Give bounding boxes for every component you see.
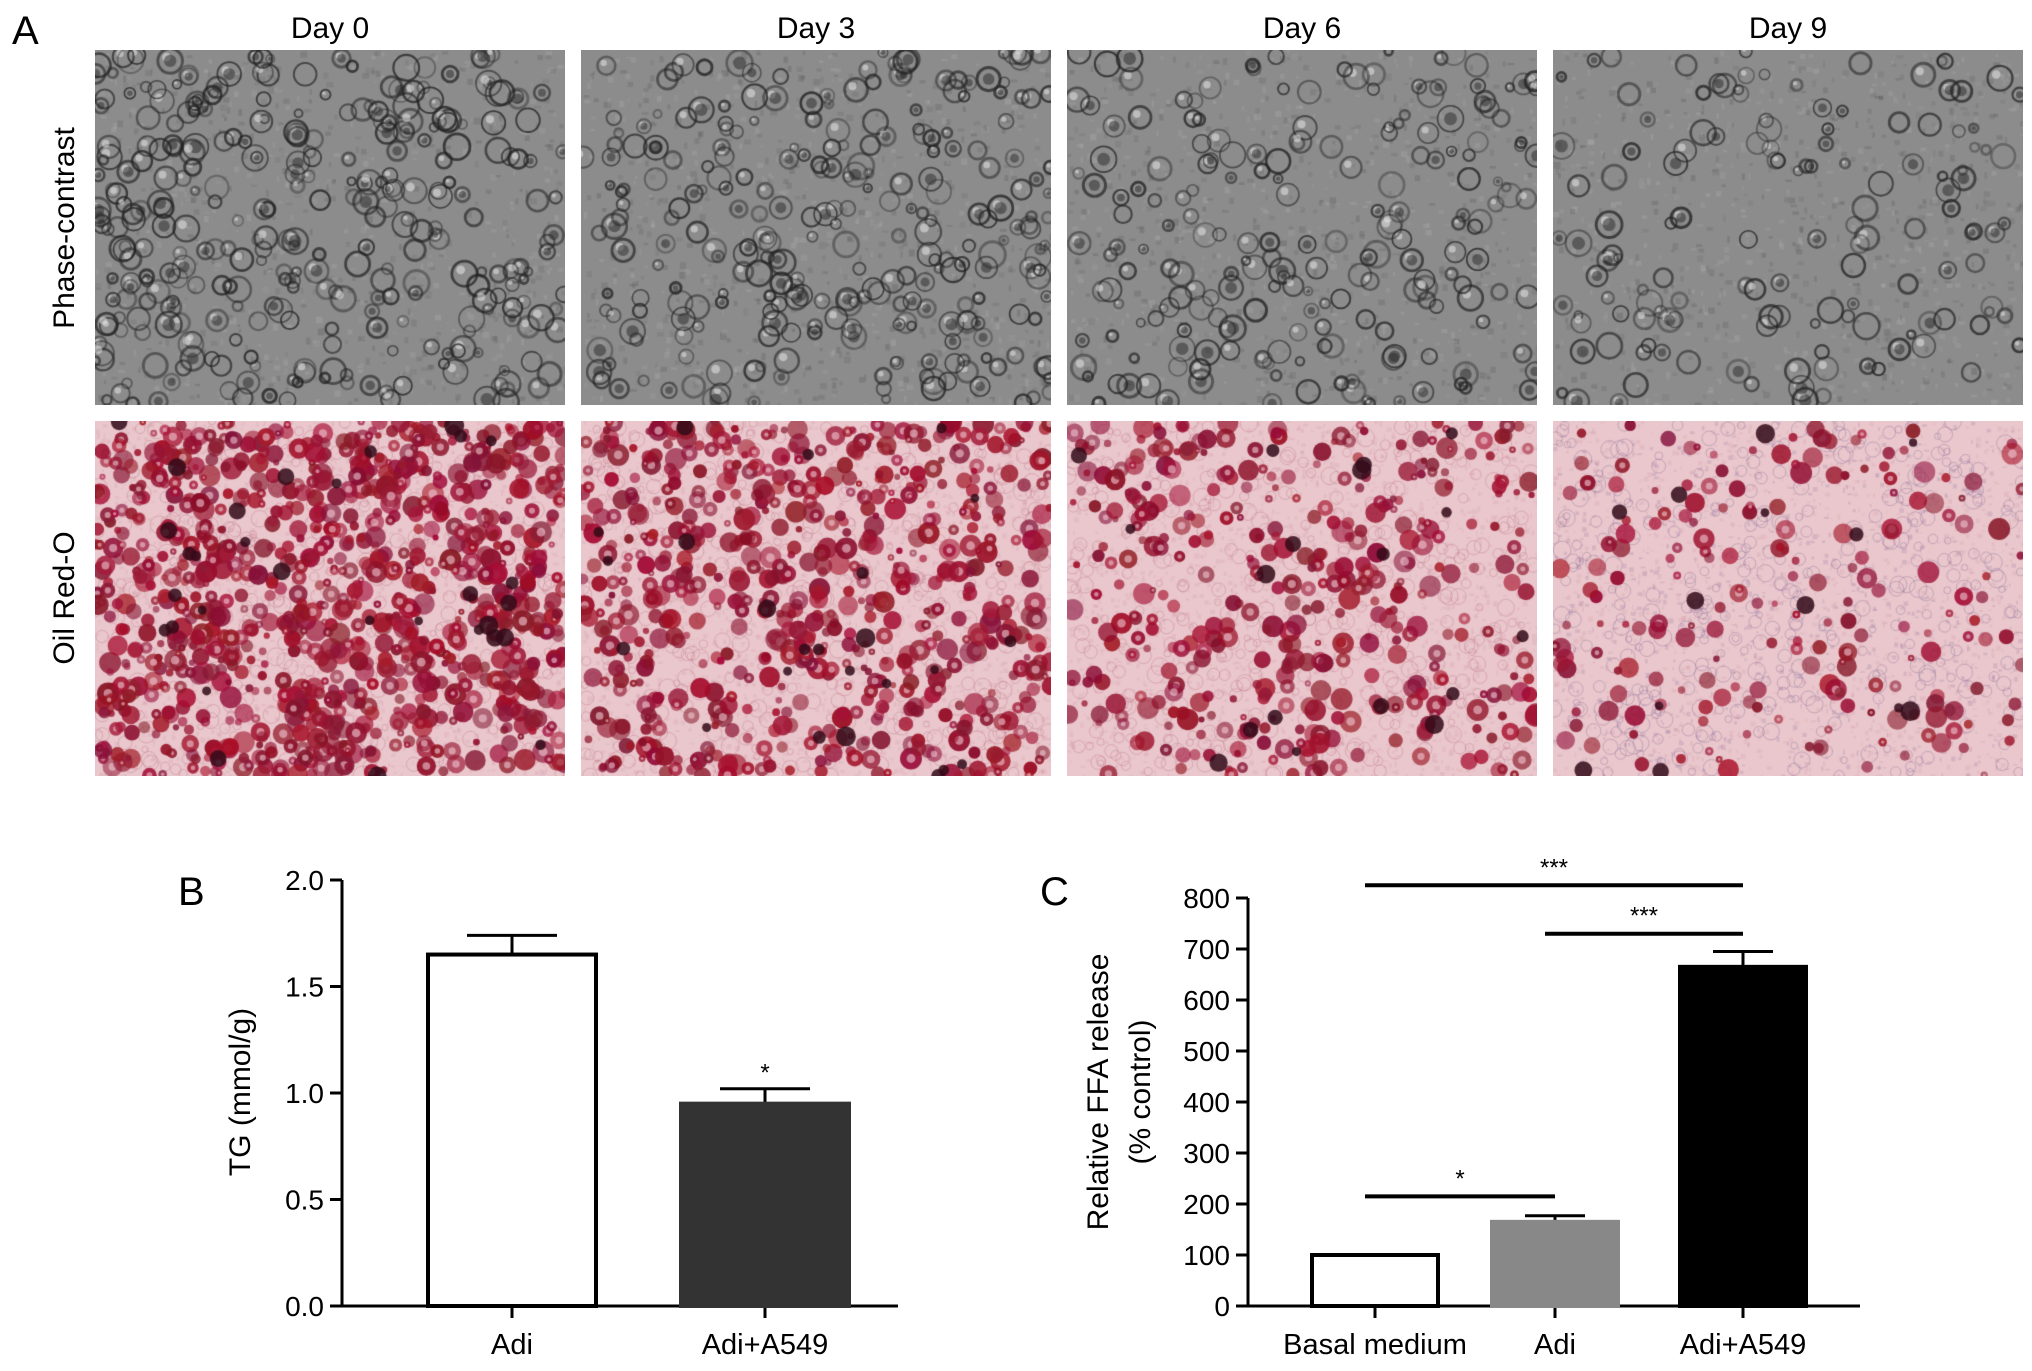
chart-c-bar-0	[1310, 1253, 1440, 1308]
chart-c-category-label: Basal medium	[1283, 1329, 1467, 1361]
micrograph-phase-day-3	[581, 50, 1051, 405]
column-label-day-9: Day 9	[1749, 12, 1827, 45]
chart-c-y-tick-label: 400	[1183, 1087, 1230, 1118]
column-label-day-6: Day 6	[1263, 12, 1341, 45]
chart-b-y-tick-label: 1.5	[285, 972, 324, 1003]
chart-b-y-tick-label: 0.0	[285, 1291, 324, 1322]
chart-b-bar-0	[426, 952, 598, 1308]
chart-b-category-label: Adi	[491, 1329, 533, 1361]
chart-c-y-tick-label: 800	[1183, 883, 1230, 914]
chart-c-y-tick-label: 300	[1183, 1138, 1230, 1169]
micrograph-phase-day-9	[1553, 50, 2023, 405]
chart-c-y-tick-label: 500	[1183, 1036, 1230, 1067]
chart-b-bar-1	[679, 1101, 851, 1309]
micrograph-oil-red-day-3	[581, 421, 1051, 776]
chart-b-significance-star: *	[760, 1060, 769, 1087]
chart-c-significance-star: *	[1455, 1165, 1464, 1192]
panel-b-letter: B	[178, 870, 205, 914]
micrograph-oil-red-day-9	[1553, 421, 2023, 776]
chart-c-bar-2	[1678, 964, 1808, 1308]
micrograph-phase-day-6	[1067, 50, 1537, 405]
chart-c-y-tick-label: 700	[1183, 934, 1230, 965]
chart-b-y-axis-title: TG (mmol/g)	[224, 1008, 257, 1176]
chart-c-category-label: Adi+A549	[1680, 1329, 1807, 1361]
row-label-phase-contrast: Phase-contrast	[48, 126, 81, 328]
chart-b-y-tick-label: 2.0	[285, 865, 324, 896]
panel-a-letter: A	[12, 9, 39, 53]
chart-c-y-tick-label: 100	[1183, 1240, 1230, 1271]
chart-b-category-label: Adi+A549	[702, 1329, 829, 1361]
chart-c-category-label: Adi	[1534, 1329, 1576, 1361]
chart-b-y-tick-label: 0.5	[285, 1185, 324, 1216]
row-label-oil-red-o: Oil Red-O	[48, 531, 81, 664]
chart-c-y-axis-title-line-2: (% control)	[1124, 1019, 1157, 1164]
chart-c-significance-star: ***	[1540, 854, 1568, 881]
chart-c-significance-star: ***	[1630, 903, 1658, 930]
column-label-day-3: Day 3	[777, 12, 855, 45]
chart-c-bar-1	[1490, 1219, 1620, 1308]
chart-c-y-tick-label: 600	[1183, 985, 1230, 1016]
chart-b-y-tick-label: 1.0	[285, 1078, 324, 1109]
micrograph-phase-day-0	[95, 50, 565, 405]
chart-c-y-tick-label: 200	[1183, 1189, 1230, 1220]
column-label-day-0: Day 0	[291, 12, 369, 45]
chart-c-y-tick-label: 0	[1214, 1291, 1230, 1322]
chart-c-y-axis-title: Relative FFA release	[1082, 954, 1115, 1231]
micrograph-oil-red-day-6	[1067, 421, 1537, 776]
panel-c-letter: C	[1040, 870, 1069, 914]
micrograph-oil-red-day-0	[95, 421, 565, 776]
